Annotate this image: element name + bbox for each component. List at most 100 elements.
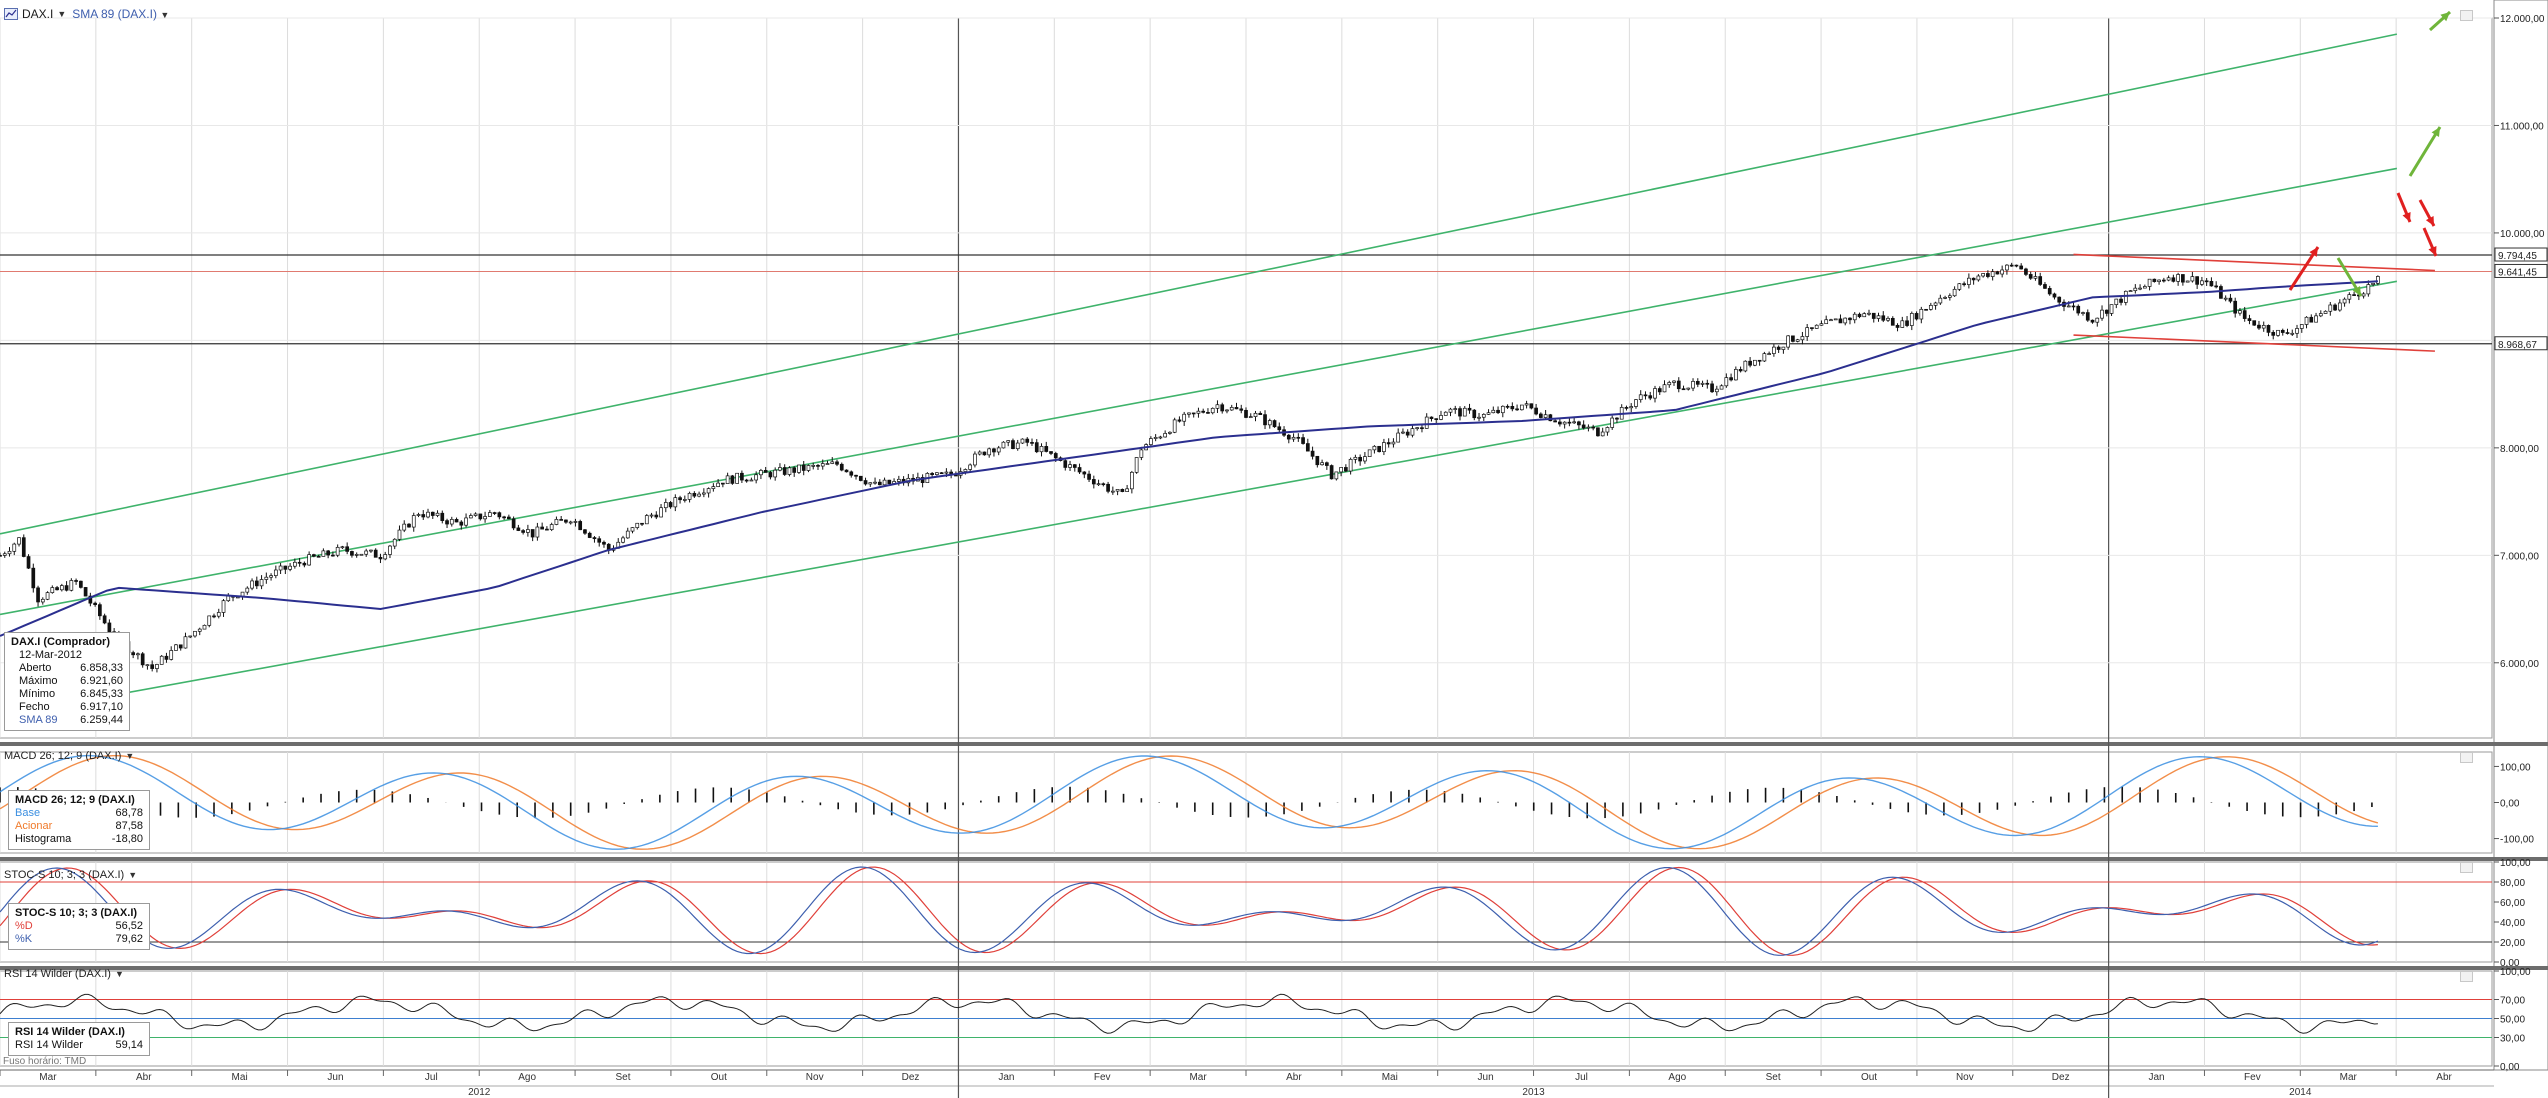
price-candle <box>2171 277 2176 282</box>
month-tick-label: Dez <box>902 1072 920 1083</box>
month-tick-label: Dez <box>2052 1072 2070 1083</box>
price-candle <box>2185 280 2190 283</box>
price-candle <box>59 585 64 591</box>
stoch-panel-button[interactable] <box>2460 862 2473 873</box>
price-candle <box>1943 297 1947 299</box>
rsi-panel-button[interactable] <box>2460 971 2473 982</box>
month-tick-label: Nov <box>806 1072 824 1083</box>
rsi-panel-label[interactable]: RSI 14 Wilder (DAX.I) ▼ <box>4 968 124 980</box>
price-candle <box>1928 304 1933 310</box>
month-tick-label: Abr <box>1286 1072 1302 1083</box>
arrow-green-down-head <box>2352 286 2361 296</box>
price-candle <box>1962 283 1966 286</box>
price-candle <box>288 565 292 570</box>
trend-line <box>2073 253 2435 272</box>
price-candle <box>2285 332 2290 334</box>
price-candle <box>678 497 682 501</box>
macd-panel-label[interactable]: MACD 26; 12; 9 (DAX.I) ▼ <box>4 750 134 762</box>
indicator-selector[interactable]: SMA 89 (DAX.I) ▼ <box>72 7 169 21</box>
stoch-d-line <box>0 866 2378 956</box>
price-candle <box>1871 312 1876 319</box>
price-candle <box>806 465 811 471</box>
price-tick-label: 8.000,00 <box>2500 444 2539 455</box>
price-candle <box>1857 313 1862 318</box>
price-marker-box <box>2494 263 2548 278</box>
price-tick-label: 6.000,00 <box>2500 659 2539 670</box>
price-candle <box>1053 453 1058 459</box>
price-candle <box>369 549 373 552</box>
month-tick-label: Jul <box>425 1072 438 1083</box>
price-candle <box>792 467 797 473</box>
price-candle <box>1220 404 1225 412</box>
price-candle <box>1044 446 1049 452</box>
price-candle <box>1558 421 1562 425</box>
price-candle <box>992 448 996 453</box>
price-candle <box>93 602 97 605</box>
stoch-panel-label[interactable]: STOC-S 10; 3; 3 (DAX.I) ▼ <box>4 869 137 881</box>
year-label: 2012 <box>468 1087 491 1098</box>
price-candle <box>1591 426 1596 429</box>
rsi-row-value: 59,14 <box>115 1039 143 1051</box>
month-tick-label: Mar <box>2340 1072 2358 1083</box>
price-candle <box>145 664 150 667</box>
ohlc-row-value: 6.858,33 <box>80 662 123 674</box>
price-candle <box>930 473 934 475</box>
price-candle <box>397 529 402 540</box>
price-candle <box>578 521 583 531</box>
price-candle <box>1733 369 1738 381</box>
price-candle <box>540 526 545 530</box>
price-candle <box>1101 483 1106 486</box>
price-candle <box>697 493 701 497</box>
year-label: 2013 <box>1522 1087 1545 1098</box>
price-candle <box>587 532 592 538</box>
price-candle <box>88 595 93 604</box>
price-candle <box>1776 346 1781 350</box>
price-candle <box>1315 455 1320 466</box>
stoch-rows: %D 56,52 %K 79,62 <box>15 920 143 946</box>
price-candle <box>183 636 188 649</box>
price-candle <box>136 653 140 656</box>
price-candle <box>1310 450 1315 457</box>
price-candle <box>787 467 792 475</box>
price-candle <box>640 522 644 525</box>
price-candle <box>2009 264 2014 267</box>
macd-row: Acionar 87,58 <box>15 820 143 833</box>
price-candle <box>1115 488 1120 492</box>
price-candle <box>711 486 716 489</box>
price-candle <box>1434 418 1439 420</box>
price-candle <box>207 615 212 626</box>
price-candle <box>1139 449 1144 458</box>
price-candle <box>2204 280 2209 283</box>
sma-89-line <box>0 280 2378 637</box>
price-candle <box>78 580 83 588</box>
price-axis-area <box>2493 0 2548 1071</box>
macd-panel-button[interactable] <box>2460 752 2473 763</box>
price-candle <box>768 472 773 478</box>
rsi-label-text: RSI 14 Wilder (DAX.I) <box>4 968 111 980</box>
channel-line <box>113 280 2398 696</box>
price-candle <box>1876 315 1881 319</box>
price-candle <box>1914 313 1919 320</box>
price-candle <box>1529 403 1534 409</box>
price-candle <box>1667 382 1672 386</box>
price-candle <box>2 553 7 556</box>
price-candle <box>1158 436 1163 439</box>
chart-icon <box>4 8 18 20</box>
price-candle <box>2024 268 2028 275</box>
stoch-info-box: STOC-S 10; 3; 3 (DAX.I) %D 56,52 %K 79,62 <box>8 903 150 950</box>
price-candle <box>2147 278 2152 287</box>
price-candle <box>430 511 435 516</box>
price-candle <box>2076 305 2081 314</box>
month-tick-label: Out <box>711 1072 727 1083</box>
chevron-down-icon: ▼ <box>114 969 124 979</box>
price-candle <box>478 513 483 520</box>
symbol-selector[interactable]: DAX.I ▼ <box>4 7 66 21</box>
price-candle <box>687 492 692 500</box>
price-candle <box>854 474 858 477</box>
maximize-panel-button[interactable] <box>2460 10 2473 21</box>
price-candle <box>668 502 673 508</box>
rsi-row-label: RSI 14 Wilder <box>15 1039 83 1051</box>
price-candle <box>1562 421 1567 425</box>
